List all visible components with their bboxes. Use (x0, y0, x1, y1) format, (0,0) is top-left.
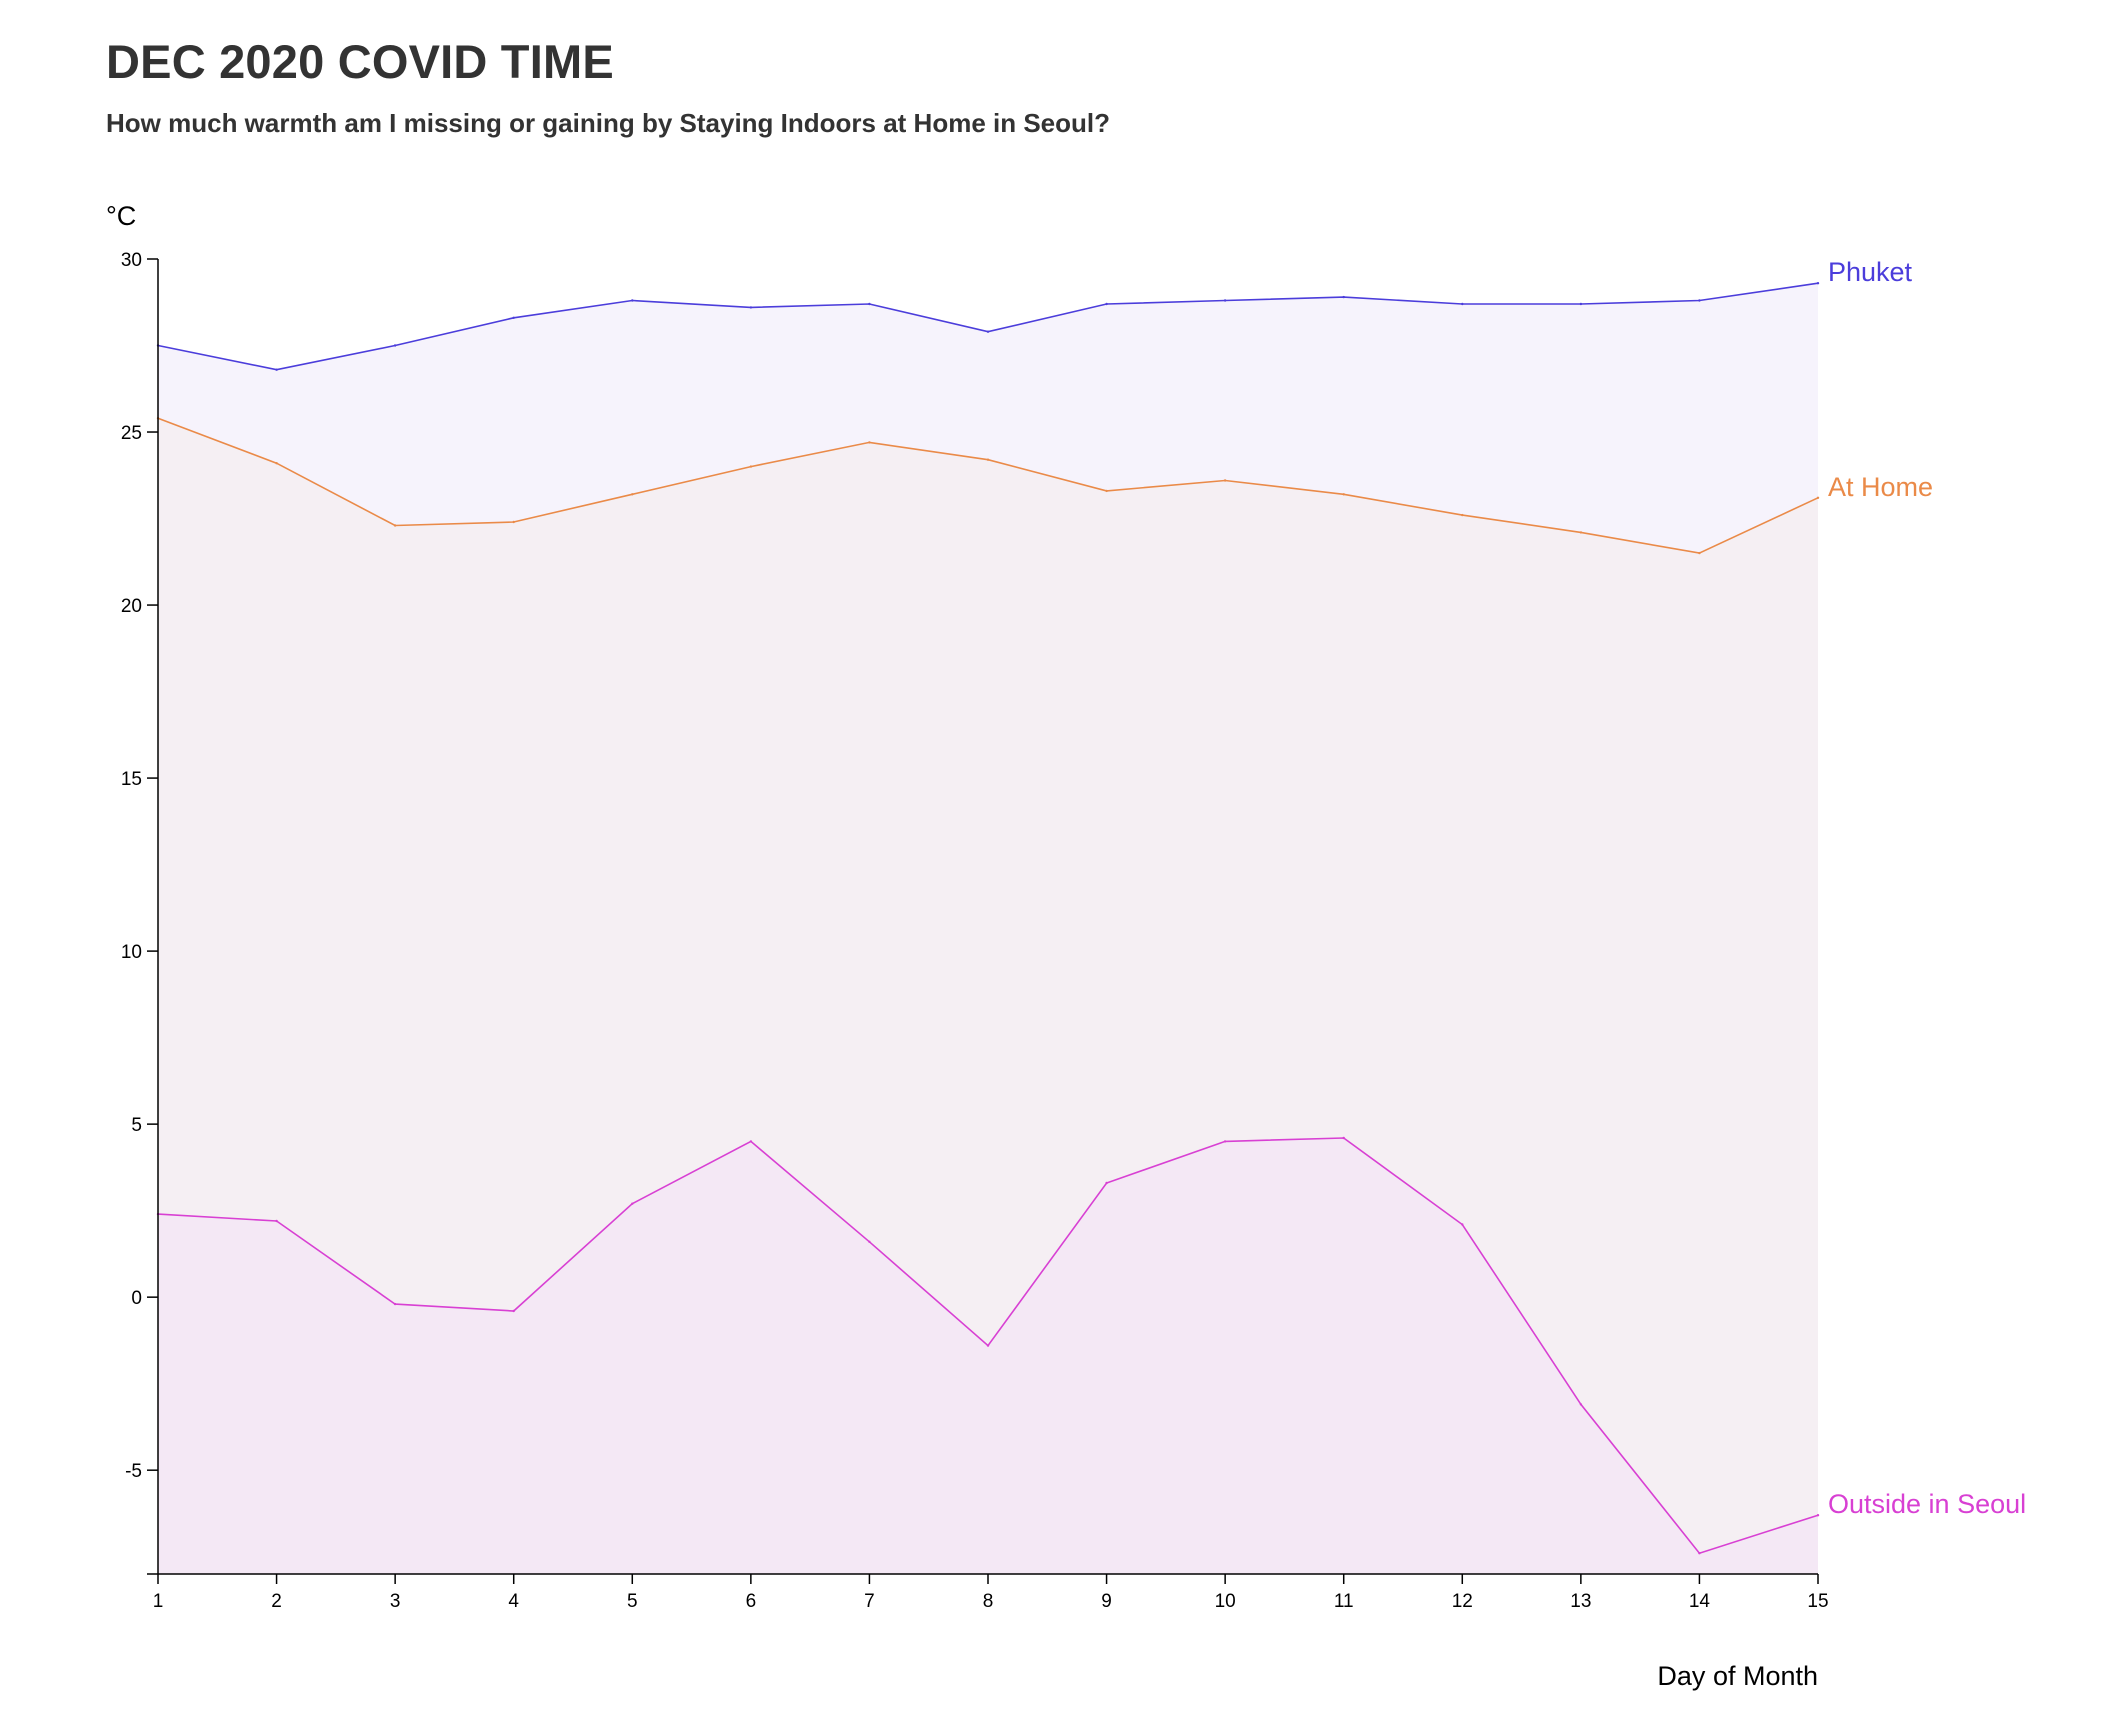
data-point (1816, 282, 1820, 285)
x-tick-label: 7 (864, 1591, 875, 1612)
data-point (1461, 302, 1464, 306)
data-point (275, 1219, 278, 1223)
data-point (631, 299, 634, 302)
y-tick-label: 25 (121, 423, 142, 444)
x-tick-label: 11 (1334, 1591, 1354, 1612)
x-tick-label: 2 (271, 1591, 282, 1612)
data-point (512, 520, 515, 524)
data-point (393, 1302, 397, 1306)
data-point (1223, 1140, 1227, 1143)
series-label-1: At Home (1828, 472, 1933, 502)
data-point (749, 465, 753, 468)
data-point (631, 1202, 634, 1205)
data-point (1816, 496, 1820, 499)
x-axis-title: Day of Month (1657, 1661, 1818, 1691)
data-point (512, 1309, 515, 1313)
data-point (1223, 479, 1227, 482)
x-tick-label: 8 (983, 1591, 994, 1612)
data-point (1105, 302, 1108, 306)
data-point (1461, 1223, 1464, 1226)
x-tick-label: 6 (746, 1591, 757, 1612)
data-point (986, 330, 990, 333)
series-area-2 (158, 1138, 1818, 1574)
data-point (1579, 531, 1583, 534)
y-axis-title: °C (106, 201, 136, 231)
x-tick-label: 5 (627, 1591, 638, 1612)
y-tick-label: 5 (131, 1115, 142, 1136)
x-tick-label: 4 (508, 1591, 519, 1612)
data-point (749, 306, 753, 309)
x-axis: 1 2 3 4 5 6 7 8 9 10 11 12 13 14 15 (153, 1573, 1829, 1612)
data-point (1105, 489, 1108, 493)
y-tick-label: 0 (131, 1288, 142, 1309)
data-point (631, 493, 634, 496)
series-label-2: Outside in Seoul (1828, 1489, 2026, 1519)
data-point (393, 524, 397, 527)
x-tick-label: 12 (1452, 1591, 1473, 1612)
x-tick-label: 1 (153, 1591, 164, 1612)
data-point (1223, 299, 1227, 302)
data-point (1461, 513, 1464, 517)
series-areas (158, 283, 1818, 1575)
data-point (393, 344, 397, 347)
y-tick-label: -5 (125, 1461, 142, 1482)
data-point (749, 1140, 753, 1143)
x-tick-label: 10 (1215, 1591, 1236, 1612)
data-point (1342, 493, 1345, 496)
y-tick-label: 10 (121, 942, 142, 963)
y-tick-label: 20 (121, 596, 142, 617)
data-point (275, 368, 278, 371)
y-tick-label: 30 (121, 250, 142, 271)
data-point (868, 441, 871, 444)
data-point (275, 462, 278, 465)
data-point (986, 458, 990, 461)
series-lines (156, 282, 1820, 1555)
data-point (1698, 1552, 1701, 1555)
data-point (512, 316, 515, 319)
data-point (868, 1240, 871, 1244)
x-tick-label: 3 (390, 1591, 401, 1612)
y-tick-label: 15 (121, 769, 142, 790)
chart-title: DEC 2020 COVID TIME (106, 35, 614, 88)
x-tick-label: 15 (1807, 1591, 1828, 1612)
series-label-0: Phuket (1828, 257, 1913, 287)
chart-subtitle: How much warmth am I missing or gaining … (106, 108, 1111, 138)
x-tick-label: 13 (1570, 1591, 1591, 1612)
data-point (1579, 1403, 1583, 1406)
data-point (1342, 1136, 1345, 1140)
series-labels: Phuket At Home Outside in Seoul (1828, 257, 2026, 1519)
data-point (1698, 551, 1701, 555)
data-point (1342, 295, 1345, 299)
data-point (1105, 1181, 1108, 1185)
y-axis: 30 25 20 15 10 5 0 -5 (121, 250, 159, 1575)
x-tick-label: 9 (1101, 1591, 1112, 1612)
data-point (1816, 1514, 1820, 1517)
data-point (986, 1344, 990, 1347)
data-point (1698, 299, 1701, 302)
data-point (868, 302, 871, 306)
x-tick-label: 14 (1689, 1591, 1711, 1612)
data-point (1579, 302, 1583, 306)
